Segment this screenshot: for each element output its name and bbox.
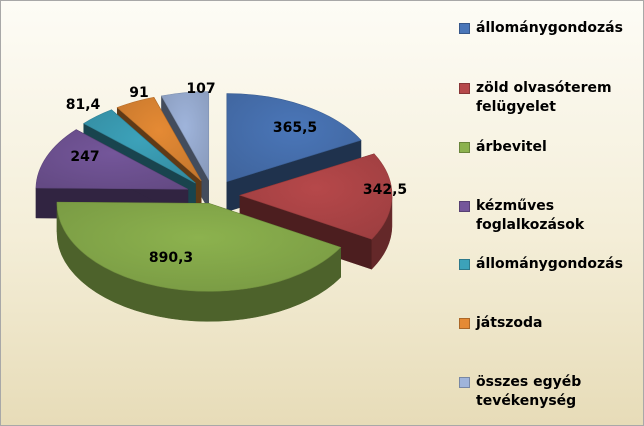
legend-label: kézműves foglalkozások — [476, 198, 585, 233]
legend-swatch — [459, 318, 470, 329]
data-label: 107 — [186, 81, 215, 97]
data-label: 365,5 — [273, 120, 317, 136]
data-labels: 365,5 342,5 890,3 247 81,4 91 107 — [66, 81, 407, 266]
data-label: 342,5 — [363, 182, 407, 198]
legend-swatch — [459, 23, 470, 34]
pie-slices — [35, 91, 393, 322]
data-label: 890,3 — [149, 250, 193, 266]
pie-slice — [56, 201, 342, 322]
legend-label: összes egyéb tevékenység — [476, 374, 582, 409]
legend-label: állománygondozás — [476, 20, 623, 36]
data-label: 91 — [129, 85, 148, 101]
legend-swatch — [459, 142, 470, 153]
data-label: 81,4 — [66, 97, 101, 113]
legend-swatch — [459, 377, 470, 388]
legend-label: árbevitel — [476, 139, 547, 155]
legend-swatch — [459, 83, 470, 94]
legend-label: játszoda — [476, 315, 543, 331]
legend-label: állománygondozás — [476, 256, 623, 272]
legend-label: zöld olvasóterem felügyelet — [476, 80, 612, 115]
legend-swatch — [459, 201, 470, 212]
legend-swatch — [459, 259, 470, 270]
data-label: 247 — [70, 149, 99, 165]
